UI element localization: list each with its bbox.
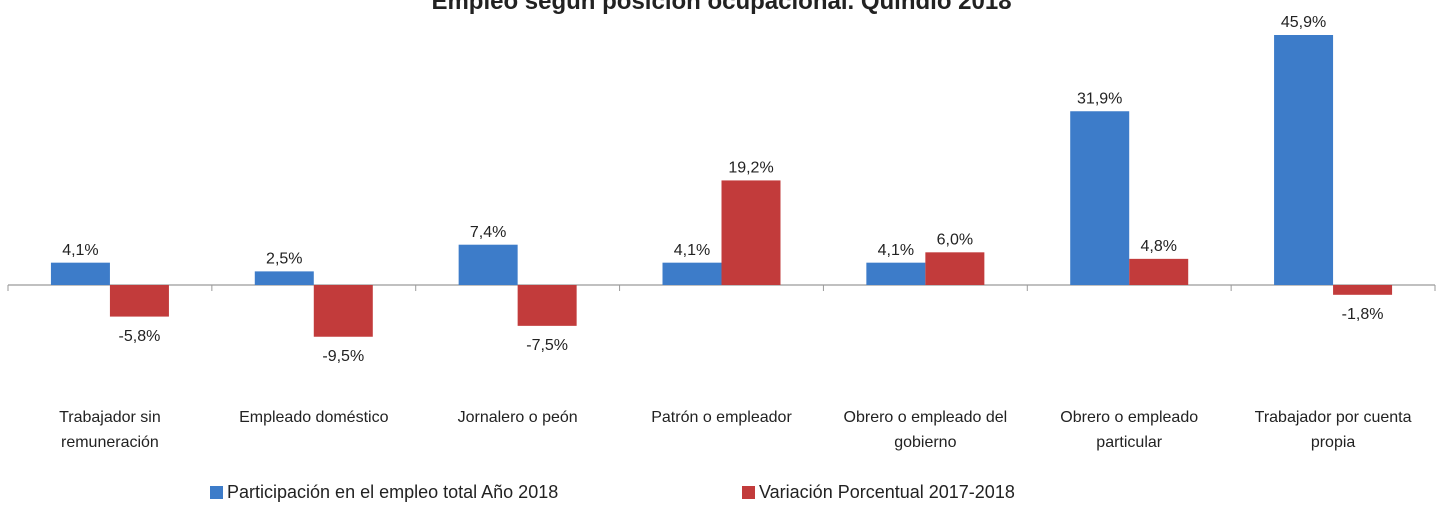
x-tick-label: Obrero o empleado particular	[1060, 409, 1199, 451]
bar	[721, 180, 781, 285]
bar	[925, 252, 985, 285]
bar	[517, 285, 577, 326]
data-label: -9,5%	[322, 348, 364, 365]
bar	[109, 285, 169, 317]
x-tick-label: Trabajador sin remuneración	[59, 409, 161, 451]
data-label: -7,5%	[526, 337, 568, 354]
legend-label: Variación Porcentual 2017-2018	[759, 482, 1015, 502]
chart-title: Empleo según posición ocupacional. Quind…	[431, 0, 1012, 15]
legend-item: Variación Porcentual 2017-2018	[742, 482, 1015, 503]
data-label: 2,5%	[266, 251, 302, 268]
bar	[662, 262, 722, 285]
x-tick-label: Trabajador por cuenta propia	[1254, 409, 1412, 451]
data-label: 7,4%	[470, 224, 506, 241]
data-label: 4,8%	[1140, 238, 1176, 255]
data-label: 4,1%	[674, 242, 710, 259]
bar	[313, 285, 373, 337]
x-tick-label: Patrón o empleador	[651, 409, 792, 426]
bar	[1070, 111, 1130, 286]
bar	[1274, 35, 1334, 285]
legend-swatch	[742, 486, 755, 499]
bar	[50, 262, 110, 285]
data-label: -1,8%	[1342, 306, 1384, 323]
data-label: -5,8%	[119, 328, 161, 345]
x-tick-label: Jornalero o peón	[457, 409, 578, 426]
legend-item: Participación en el empleo total Año 201…	[210, 482, 558, 503]
data-label: 4,1%	[878, 242, 914, 259]
x-tick-label: Empleado doméstico	[239, 409, 389, 426]
bar	[866, 262, 926, 285]
data-label: 19,2%	[728, 160, 773, 177]
data-label: 6,0%	[937, 232, 973, 249]
bar	[254, 271, 314, 285]
legend-swatch	[210, 486, 223, 499]
bar	[1129, 258, 1189, 285]
bar	[1333, 285, 1393, 295]
data-label: 45,9%	[1281, 14, 1326, 31]
bar	[458, 244, 518, 285]
data-label: 4,1%	[62, 242, 98, 259]
x-tick-label: Obrero o empleado del gobierno	[843, 409, 1008, 451]
data-label: 31,9%	[1077, 90, 1122, 107]
legend-label: Participación en el empleo total Año 201…	[227, 482, 559, 502]
